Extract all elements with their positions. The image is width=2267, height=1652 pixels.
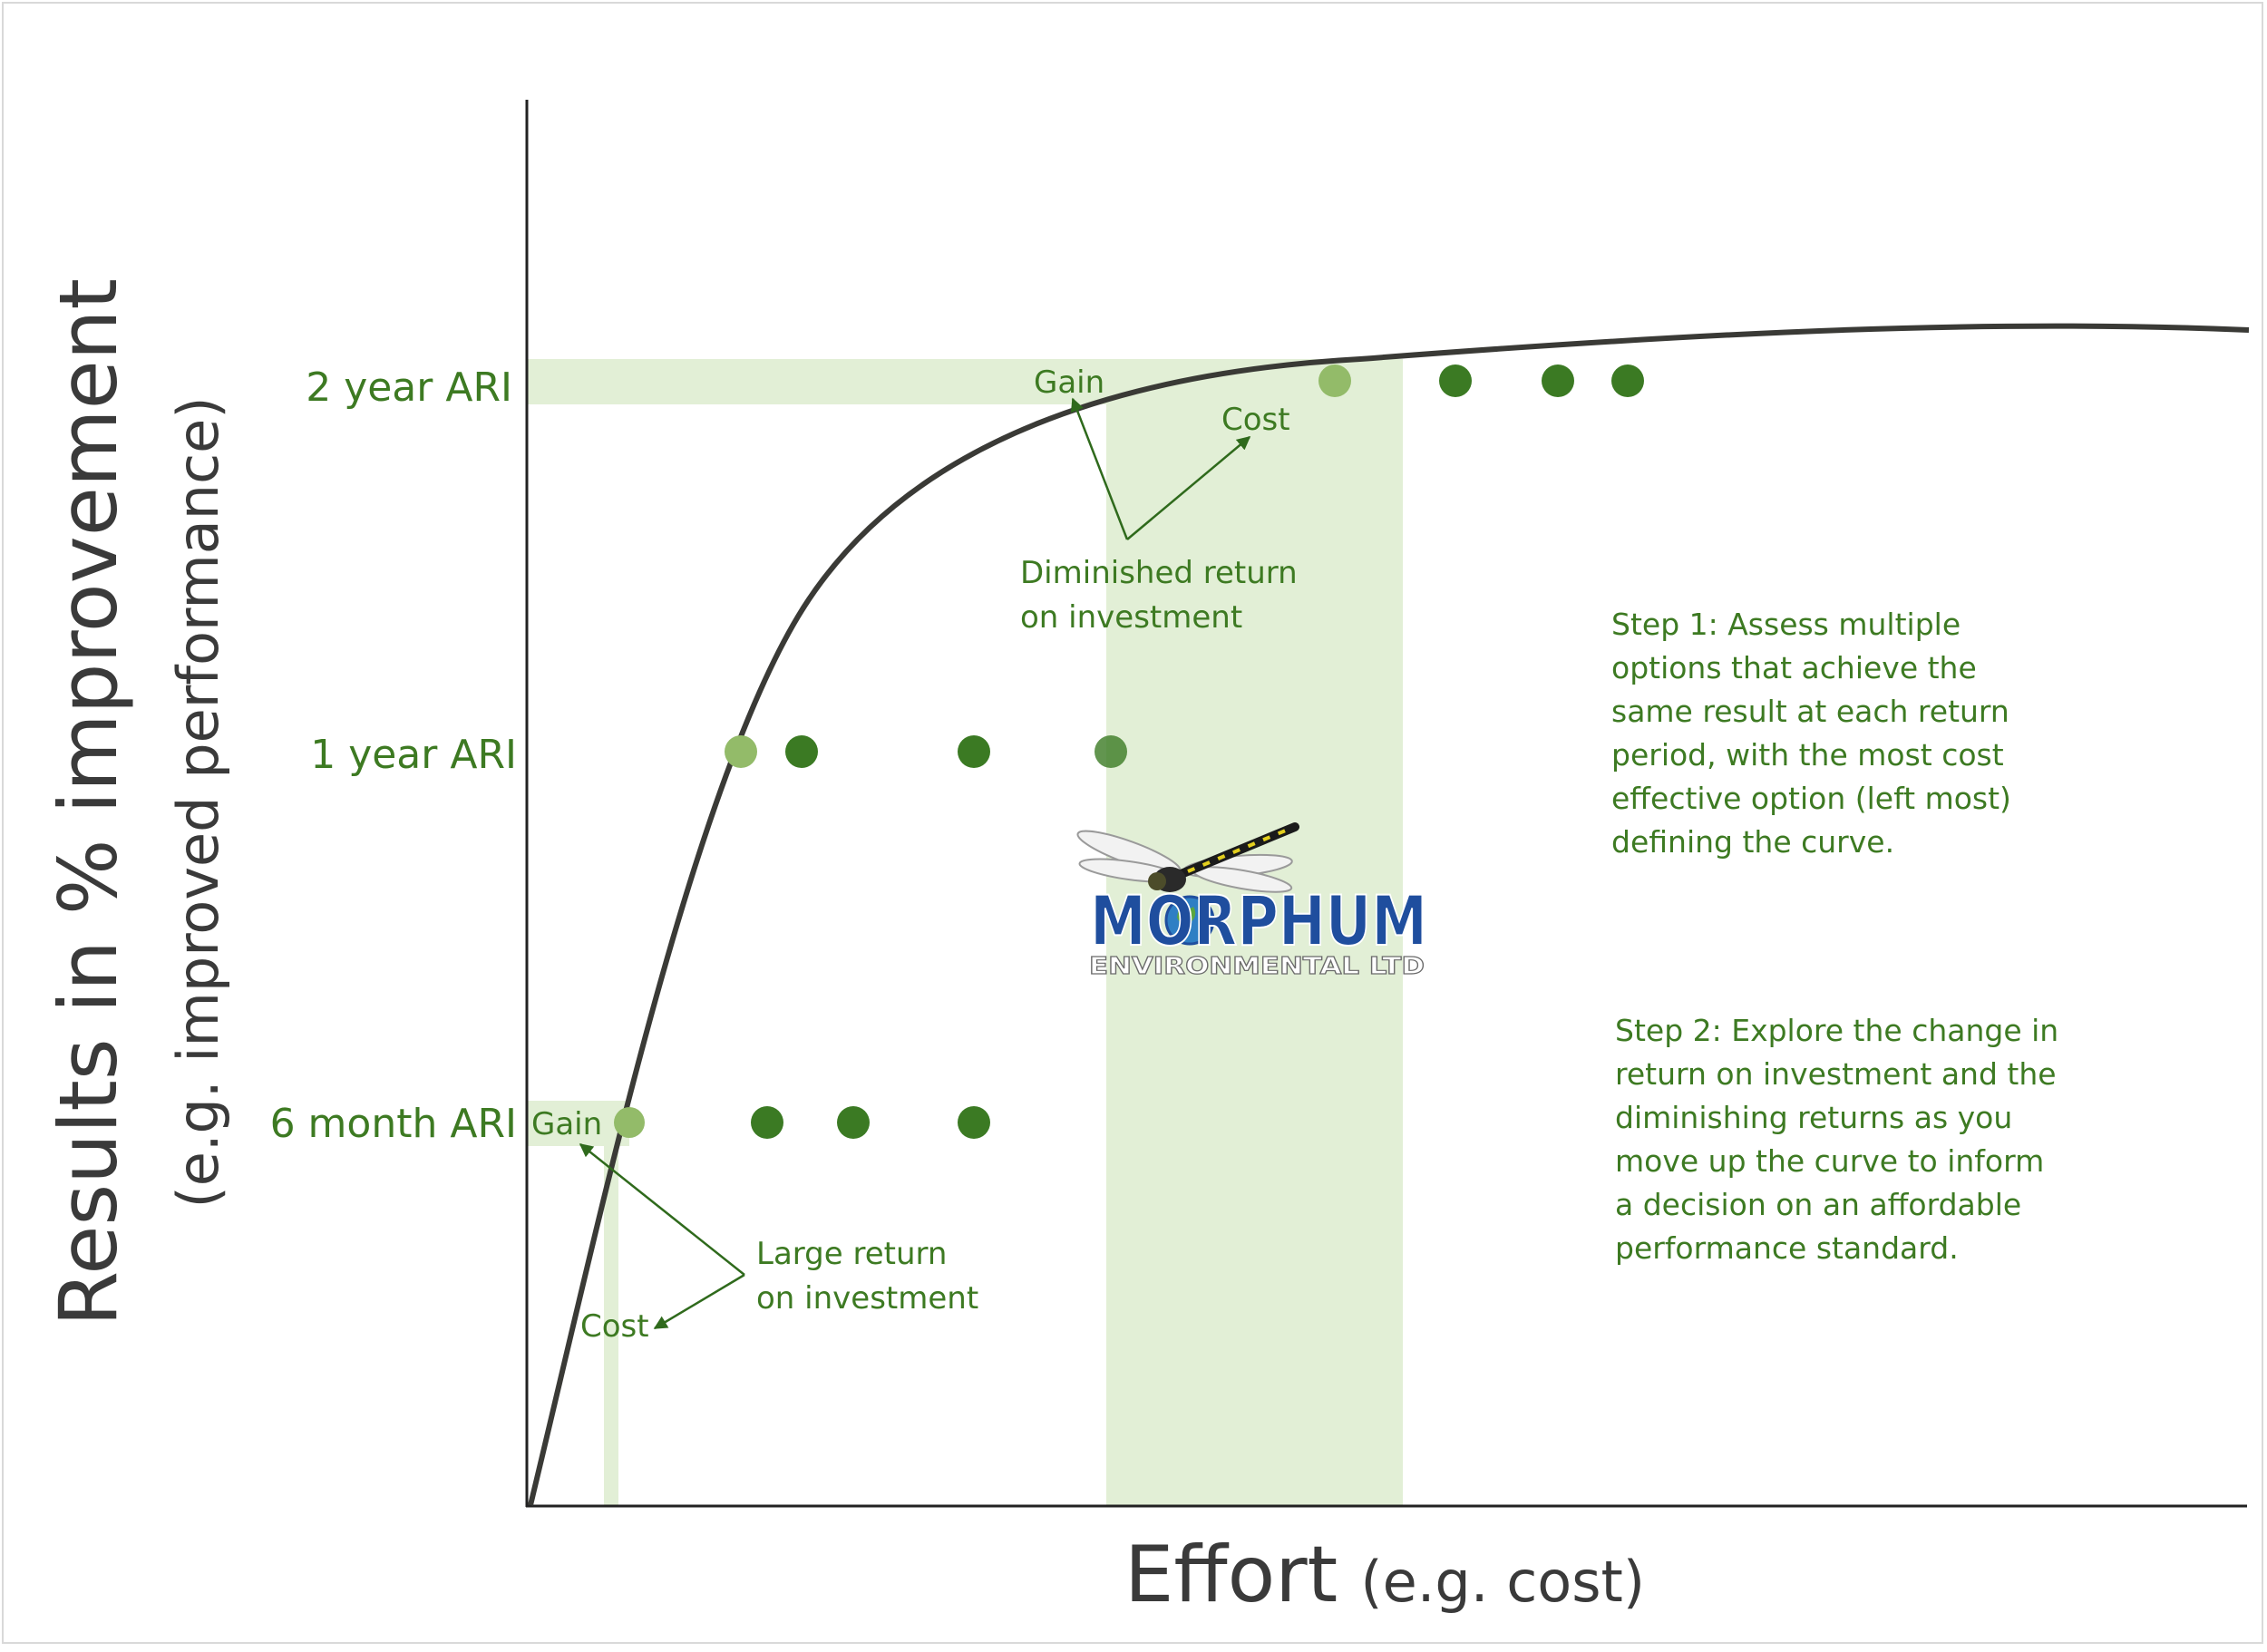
diminished-arrows [1070, 397, 1251, 540]
option-dot [958, 735, 990, 768]
option-dot [1611, 364, 1644, 397]
step2-line: diminishing returns as you [1615, 1100, 2012, 1135]
option-dot [725, 735, 757, 768]
option-dot [785, 735, 818, 768]
step2-line: Step 2: Explore the change in [1615, 1013, 2058, 1048]
gain-label-bottom: Gain [531, 1106, 602, 1142]
dragonfly-icon [1076, 822, 1299, 893]
large-return-line1: Large return [756, 1236, 947, 1272]
six-month-cost-band [604, 1101, 618, 1505]
step2-line: a decision on an affordable [1615, 1187, 2021, 1222]
option-dot [1318, 364, 1351, 397]
level-label-6-month: 6 month ARI [270, 1101, 517, 1147]
step1-line: Step 1: Assess multiple [1611, 607, 1961, 642]
level-label-2-year: 2 year ARI [306, 364, 512, 411]
x-axis-subtitle: (e.g. cost) [1360, 1549, 1645, 1615]
morphum-logo: MORPHUM ENVIRONMENTAL LTD [1076, 822, 1428, 981]
cost-label-top: Cost [1221, 402, 1290, 438]
diminished-return-line2: on investment [1020, 599, 1242, 636]
dots-1-year [725, 735, 1127, 768]
step1-text: Step 1: Assess multiple options that ach… [1611, 607, 2011, 860]
y-axis-title: Results in % improvement [42, 278, 135, 1326]
dots-6-month [614, 1106, 990, 1139]
step2-line: move up the curve to inform [1615, 1143, 2044, 1179]
step2-line: performance standard. [1615, 1230, 1959, 1266]
step1-line: effective option (left most) [1611, 781, 2011, 816]
option-dot [958, 1106, 990, 1139]
step1-line: options that achieve the [1611, 650, 1977, 685]
option-dot [837, 1106, 870, 1139]
x-axis-title-group: Effort (e.g. cost) [1124, 1530, 1645, 1620]
diminished-return-line1: Diminished return [1020, 555, 1298, 591]
step1-line: same result at each return [1611, 694, 2009, 729]
level-label-1-year: 1 year ARI [310, 732, 517, 778]
step1-line: defining the curve. [1611, 824, 1894, 860]
option-dot [1542, 364, 1574, 397]
large-return-arrows [579, 1143, 745, 1330]
step2-line: return on investment and the [1615, 1056, 2057, 1092]
diminished-cost-band [1106, 359, 1403, 1505]
y-axis-subtitle: (e.g. improved performance) [165, 396, 231, 1208]
logo-name: MORPHUM [1090, 880, 1427, 961]
dots-2-year [1318, 364, 1644, 397]
logo-subtitle: ENVIRONMENTAL LTD [1089, 953, 1425, 980]
x-axis-title: Effort [1124, 1530, 1338, 1620]
performance-curve [528, 323, 2250, 1506]
step2-text: Step 2: Explore the change in return on … [1615, 1013, 2058, 1266]
option-dot [1095, 735, 1127, 768]
large-return-line2: on investment [756, 1280, 978, 1317]
gain-label-top: Gain [1034, 364, 1104, 401]
option-dot [1439, 364, 1472, 397]
cost-label-bottom: Cost [580, 1308, 649, 1345]
step1-line: period, with the most cost [1611, 737, 2004, 773]
option-dot [614, 1107, 645, 1138]
option-dot [751, 1106, 783, 1139]
